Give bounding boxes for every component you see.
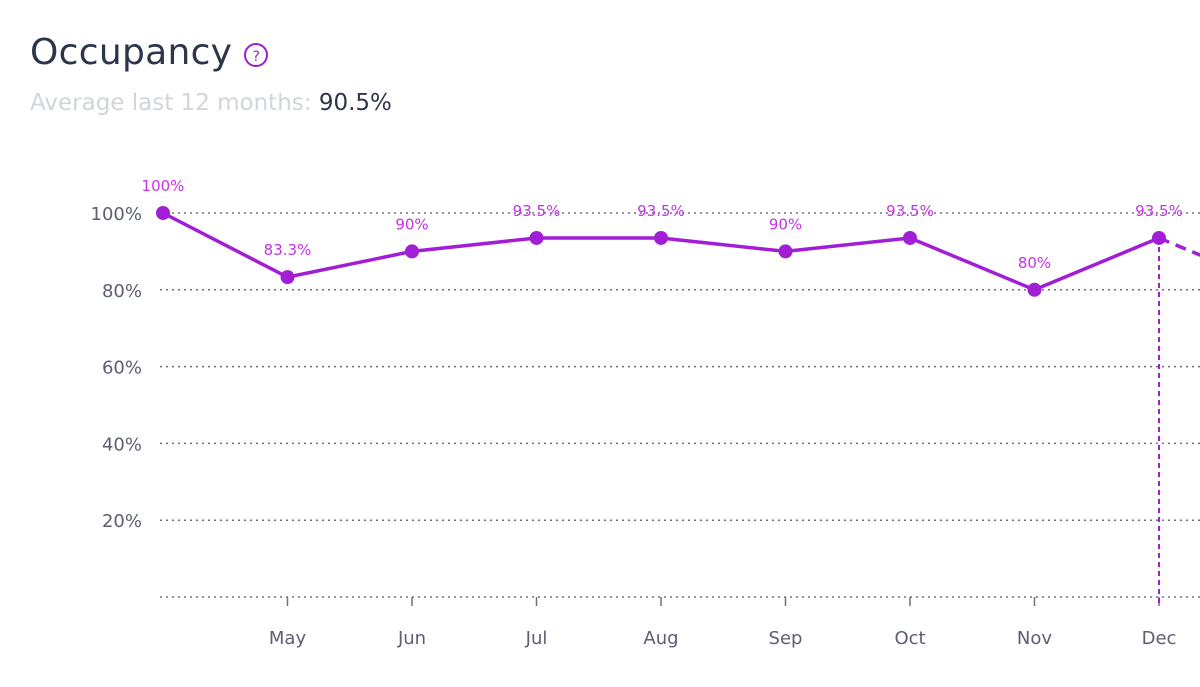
y-tick-label: 40% (102, 434, 142, 455)
series-line (161, 211, 1161, 292)
data-point (156, 206, 170, 220)
data-point (1152, 230, 1166, 245)
average-label: Average last 12 months: (30, 90, 312, 116)
data-point (654, 230, 668, 245)
data-label: 93.5% (637, 202, 685, 220)
data-label: 93.5% (513, 202, 561, 220)
series-continuation (1158, 236, 1200, 257)
data-label: 93.5% (1135, 202, 1183, 220)
question-circle-icon[interactable]: ? (244, 43, 269, 67)
x-tick-label: Dec (1142, 628, 1177, 649)
title-row: Occupancy ? (30, 30, 269, 76)
x-tick-label: Aug (643, 628, 678, 649)
data-label: 83.3% (264, 241, 312, 259)
average-summary: Average last 12 months: 90.5% (30, 88, 392, 118)
page-title: Occupancy (30, 32, 233, 73)
data-point (529, 230, 544, 245)
x-tick-label: Jun (397, 628, 426, 649)
y-tick-label: 20% (102, 511, 142, 532)
data-label: 100% (142, 177, 185, 195)
y-tick-label: 100% (91, 204, 142, 225)
x-tick-label: Nov (1017, 628, 1052, 649)
data-point (903, 230, 917, 245)
y-tick-label: 80% (102, 281, 142, 302)
data-label: 90% (769, 215, 802, 233)
y-tick-label: 60% (102, 358, 142, 379)
average-value: 90.5% (318, 90, 392, 116)
data-point (1027, 282, 1042, 297)
x-tick-label: Oct (894, 628, 925, 649)
data-point (280, 270, 295, 285)
data-point (405, 244, 419, 259)
x-tick-label: Sep (769, 628, 803, 649)
data-label: 90% (395, 215, 428, 233)
data-point (778, 244, 793, 259)
data-label: 80% (1018, 254, 1051, 272)
x-tick-label: May (269, 628, 307, 649)
data-label: 93.5% (886, 202, 934, 220)
x-tick-label: Jul (525, 628, 548, 649)
